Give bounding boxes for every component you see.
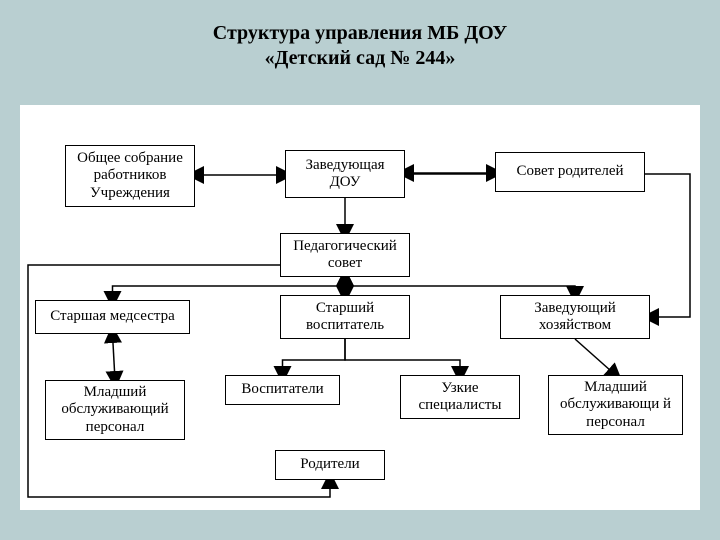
node-special: Узкие специалисты xyxy=(400,375,520,419)
node-junior2: Младший обслуживающи й персонал xyxy=(548,375,683,435)
node-manager: Заведующий хозяйством xyxy=(500,295,650,339)
node-junior1: Младший обслуживающий персонал xyxy=(45,380,185,440)
node-educators: Воспитатели xyxy=(225,375,340,405)
node-head: Заведующая ДОУ xyxy=(285,150,405,198)
title-line-2: «Детский сад № 244» xyxy=(0,47,720,70)
node-ped: Педагогический совет xyxy=(280,233,410,277)
node-senior_ed: Старший воспитатель xyxy=(280,295,410,339)
node-parents_c: Совет родителей xyxy=(495,152,645,192)
node-assembly: Общее собрание работников Учреждения xyxy=(65,145,195,207)
node-nurse: Старшая медсестра xyxy=(35,300,190,334)
node-parents: Родители xyxy=(275,450,385,480)
title-line-1: Структура управления МБ ДОУ xyxy=(0,22,720,45)
